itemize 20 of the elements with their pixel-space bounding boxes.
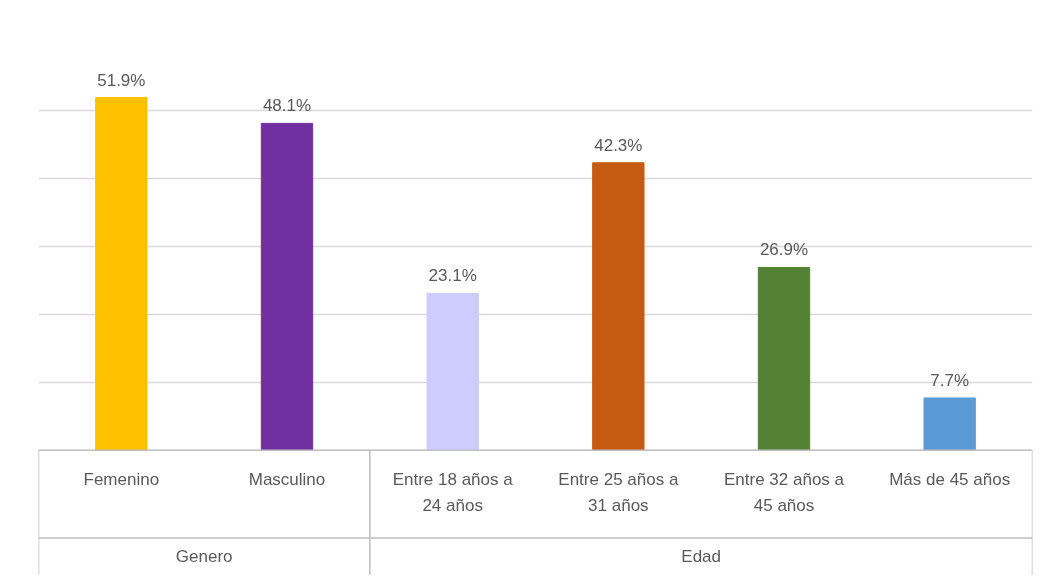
x-tick-label: Entre 25 años a 31 años xyxy=(558,470,679,515)
data-label: 26.9% xyxy=(759,240,809,260)
data-label: 7.7% xyxy=(930,370,970,390)
text: Genero xyxy=(175,546,233,566)
bar xyxy=(260,122,314,451)
data-label: 48.1% xyxy=(262,96,312,116)
bar xyxy=(95,97,148,451)
x-tick-label: Entre 18 años a 24 años xyxy=(392,470,514,515)
data-label: 42.3% xyxy=(594,135,643,155)
bar xyxy=(923,397,976,451)
x-tick-label: Masculino xyxy=(248,470,326,490)
data-label: 51.9% xyxy=(97,70,146,90)
x-tick-label: Entre 32 años a 45 años xyxy=(723,470,845,515)
x-tick-label: Femenino xyxy=(83,470,160,490)
x-tick-label: Más de 45 años xyxy=(889,470,1011,490)
data-label: 23.1% xyxy=(428,266,477,286)
bar xyxy=(757,266,811,451)
bar xyxy=(426,292,479,451)
bar xyxy=(592,162,645,451)
text: Edad xyxy=(681,546,722,566)
